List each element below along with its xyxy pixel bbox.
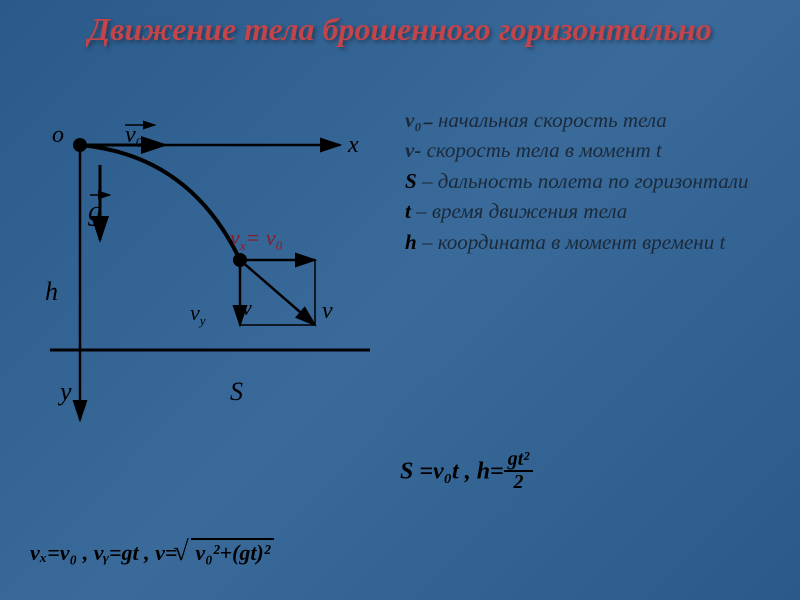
def-h: h – координата в момент времени t [405, 227, 775, 257]
diagram-svg: o v0 x g h vx= v0 vy v v y S [30, 120, 380, 450]
var-v0: v₀₋ [405, 108, 433, 132]
def-v0: v₀₋ начальная скорость тела [405, 105, 775, 135]
physics-diagram: o v0 x g h vx= v0 vy v v y S [30, 120, 380, 440]
def-S: S – дальность полета по горизонтали [405, 166, 775, 196]
radicand: v₀²+(gt)² [191, 538, 274, 565]
variable-definitions: v₀₋ начальная скорость тела v- скорость … [405, 105, 775, 257]
label-vx: vx= v0 [230, 225, 283, 253]
frac-den: 2 [510, 471, 528, 493]
label-v0: v0 [125, 122, 143, 151]
formula-distance-height: S =v₀t , h=gt²2 [400, 450, 533, 496]
def-t: t – время движения тела [405, 196, 775, 226]
text-v: скорость тела в момент t [421, 138, 661, 162]
label-vy: vy [190, 300, 206, 328]
label-g: g [88, 196, 102, 227]
text-h: – координата в момент времени t [417, 230, 726, 254]
text-v0: начальная скорость тела [433, 108, 667, 132]
sqrt: v₀²+(gt)² [177, 540, 274, 566]
trajectory [80, 145, 240, 260]
formula-s-left: S =v₀t , h= [400, 459, 504, 485]
var-v: v- [405, 138, 421, 162]
formula-velocity: vₓ=v₀ , vᵧ=gt , v= v₀²+(gt)² [30, 540, 274, 566]
label-y: y [57, 377, 72, 406]
formula-v-part1: vₓ=v₀ , vᵧ=gt , v= [30, 540, 177, 565]
text-S: – дальность полета по горизонтали [417, 169, 749, 193]
fraction: gt²2 [504, 448, 534, 494]
text-t: – время движения тела [411, 199, 627, 223]
frac-num: gt² [504, 448, 534, 472]
var-h: h [405, 230, 417, 254]
slide-title: Движение тела брошенного горизонтально [0, 12, 800, 47]
label-x: x [347, 132, 359, 158]
def-v: v- скорость тела в момент t [405, 135, 775, 165]
label-v: v [322, 298, 333, 324]
var-S: S [405, 169, 417, 193]
label-o: o [52, 122, 64, 148]
label-v-mid: v [242, 295, 252, 320]
label-S: S [230, 377, 243, 406]
label-h: h [45, 277, 58, 306]
